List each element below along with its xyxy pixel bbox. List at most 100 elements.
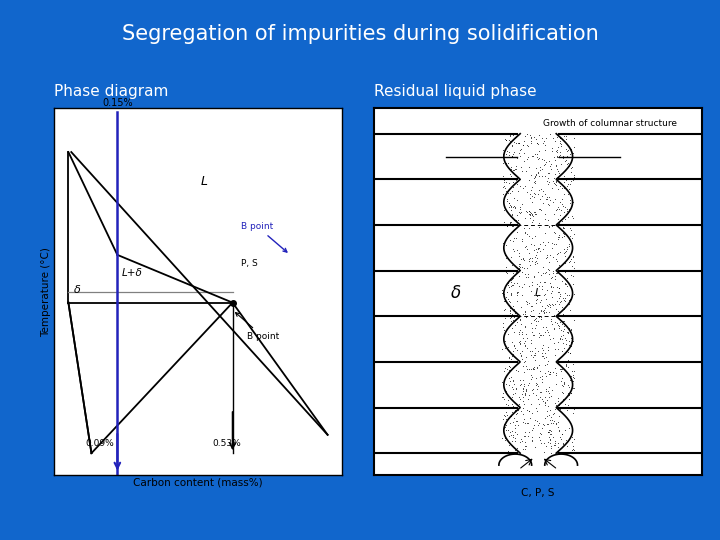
Point — [554, 433, 565, 442]
Point — [559, 425, 570, 434]
Point — [530, 391, 541, 400]
Point — [503, 151, 514, 159]
Point — [506, 408, 518, 416]
Point — [516, 355, 528, 363]
Point — [539, 160, 550, 169]
Point — [565, 152, 577, 161]
Point — [503, 381, 515, 389]
Point — [544, 368, 556, 376]
Point — [523, 431, 534, 440]
Point — [505, 288, 516, 297]
Point — [528, 364, 539, 373]
Point — [506, 152, 518, 160]
Point — [535, 313, 546, 321]
Point — [498, 172, 509, 181]
Point — [503, 202, 515, 211]
Point — [542, 174, 554, 183]
Point — [515, 326, 526, 334]
Point — [514, 146, 526, 154]
Point — [548, 441, 559, 449]
Point — [530, 343, 541, 352]
Point — [567, 312, 578, 321]
Point — [525, 211, 536, 220]
Point — [500, 314, 511, 323]
Point — [514, 339, 526, 347]
Point — [562, 356, 574, 364]
Point — [525, 171, 536, 180]
Point — [526, 218, 538, 226]
Point — [507, 349, 518, 358]
Point — [510, 132, 522, 141]
Point — [538, 308, 549, 317]
Point — [500, 159, 512, 167]
Point — [559, 224, 570, 232]
Point — [539, 303, 551, 312]
Point — [539, 159, 551, 168]
Point — [505, 373, 516, 382]
Point — [549, 345, 561, 353]
Point — [559, 267, 570, 276]
Point — [562, 400, 574, 409]
Point — [542, 169, 554, 178]
Point — [553, 284, 564, 293]
Point — [520, 167, 531, 176]
Point — [550, 305, 562, 313]
Point — [541, 395, 553, 404]
Point — [500, 177, 511, 186]
Point — [566, 437, 577, 446]
Point — [532, 244, 544, 252]
Point — [499, 436, 510, 444]
Point — [508, 247, 520, 255]
Point — [505, 320, 517, 329]
Point — [548, 311, 559, 320]
Point — [545, 441, 557, 450]
Point — [526, 351, 537, 360]
Point — [544, 436, 556, 444]
Point — [527, 424, 539, 433]
Point — [528, 421, 540, 430]
Point — [520, 442, 531, 450]
Point — [521, 140, 533, 149]
Point — [536, 372, 548, 381]
Point — [508, 305, 520, 313]
Point — [564, 376, 576, 385]
Point — [544, 388, 555, 397]
Point — [525, 207, 536, 216]
Point — [557, 320, 568, 329]
Point — [562, 147, 573, 156]
Point — [549, 180, 561, 188]
Point — [508, 341, 519, 349]
Point — [526, 240, 537, 248]
Point — [541, 308, 552, 316]
Point — [542, 265, 554, 273]
Point — [518, 380, 530, 388]
Point — [559, 203, 571, 212]
Point — [501, 268, 513, 277]
Point — [519, 431, 531, 440]
Point — [501, 357, 513, 366]
Point — [556, 296, 567, 305]
Point — [509, 399, 521, 408]
Point — [512, 216, 523, 225]
Point — [523, 207, 535, 216]
Point — [541, 194, 552, 203]
Point — [531, 314, 542, 322]
Point — [500, 150, 512, 158]
Point — [509, 446, 521, 455]
Point — [510, 267, 522, 276]
Point — [498, 358, 509, 367]
Point — [542, 427, 554, 436]
Point — [500, 364, 511, 373]
Point — [526, 426, 538, 435]
Point — [508, 178, 519, 186]
Point — [523, 379, 535, 387]
Point — [528, 389, 539, 397]
Point — [506, 400, 518, 408]
Point — [535, 438, 546, 447]
Point — [515, 320, 526, 328]
Point — [506, 309, 518, 318]
Point — [519, 227, 531, 236]
Point — [529, 177, 541, 185]
Point — [559, 156, 571, 165]
Point — [559, 214, 570, 223]
